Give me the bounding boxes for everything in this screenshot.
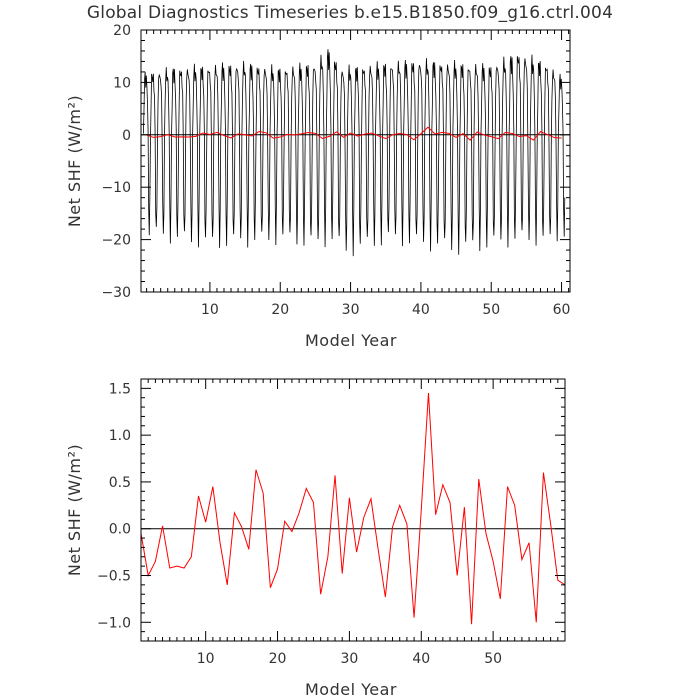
x-tick-label: 60 [553,302,571,318]
top-y-axis-label: Net SHF (W/m²) [65,95,84,227]
x-tick-label: 20 [271,302,289,318]
bottom-plot-frame [140,378,566,642]
bottom-panel: 10 20 30 40 50 −1.0 −0.5 0.0 0.5 1.0 1.5 Model Yea… [65,378,566,699]
x-tick-label: 50 [484,651,502,667]
y-tick-label: 0.0 [109,522,131,538]
top-x-axis-label: Model Year [305,331,397,350]
y-tick-label: −0.5 [97,569,131,585]
top-monthly-series [143,49,566,257]
y-tick-label: 0 [122,128,131,144]
x-tick-label: 50 [482,302,500,318]
top-annual-series [146,126,562,141]
y-tick-label: −1.0 [97,615,131,631]
top-axis-ticks: 10 20 30 40 50 60 −30 −20 −10 0 10 20 [101,23,570,318]
x-tick-label: 30 [342,302,360,318]
bottom-axis-ticks: 10 20 30 40 50 −1.0 −0.5 0.0 0.5 1.0 1.5 [97,378,566,667]
top-plot-frame [140,29,571,293]
y-tick-label: 0.5 [109,475,131,491]
x-tick-label: 10 [201,302,219,318]
y-tick-label: −30 [101,285,131,301]
x-tick-label: 40 [412,651,430,667]
x-tick-label: 10 [197,651,215,667]
y-tick-label: 1.5 [109,381,131,397]
x-tick-label: 40 [412,302,430,318]
bottom-x-axis-label: Model Year [305,680,397,699]
x-tick-label: 20 [269,651,287,667]
y-tick-label: 1.0 [109,428,131,444]
top-panel: 10 20 30 40 50 60 −30 −20 −10 0 10 20 Model Year Ne… [65,23,571,350]
y-tick-label: −20 [101,233,131,249]
y-tick-label: −10 [101,180,131,196]
figure-title: Global Diagnostics Timeseries b.e15.B185… [87,3,613,23]
x-tick-label: 30 [340,651,358,667]
y-tick-label: 20 [113,23,131,39]
bottom-annual-series [140,393,566,625]
bottom-y-axis-label: Net SHF (W/m²) [65,444,84,576]
y-tick-label: 10 [113,75,131,91]
